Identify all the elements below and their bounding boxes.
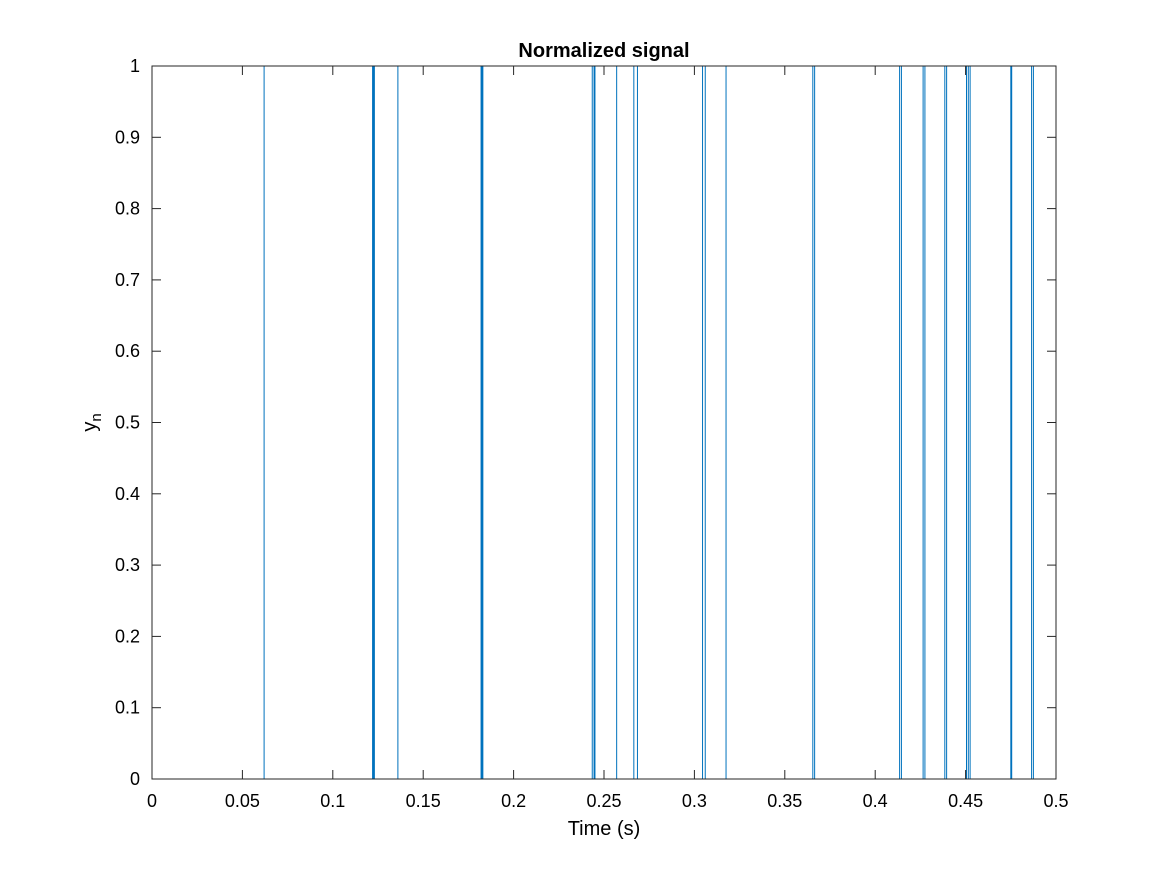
x-tick-label: 0.3 [682, 791, 707, 811]
chart-title: Normalized signal [518, 40, 689, 62]
y-tick-label: 0.3 [115, 555, 140, 575]
y-tick-label: 0.1 [115, 698, 140, 718]
y-tick-label: 0.8 [115, 199, 140, 219]
y-tick-label: 0.9 [115, 127, 140, 147]
y-axis-label: yn [79, 413, 105, 431]
y-tick-label: 0.5 [115, 413, 140, 433]
plot-area [152, 66, 1056, 779]
y-tick-label: 0.2 [115, 626, 140, 646]
y-axis-label-main: y [79, 422, 101, 432]
x-tick-label: 0.25 [586, 791, 621, 811]
x-tick-label: 0.15 [406, 791, 441, 811]
x-tick-label: 0.1 [320, 791, 345, 811]
axes-box [151, 65, 1057, 780]
y-tick-label: 0 [130, 769, 140, 789]
x-tick-label: 0.5 [1043, 791, 1068, 811]
x-tick-label: 0 [147, 791, 157, 811]
y-tick-label: 0.6 [115, 341, 140, 361]
x-axis-label: Time (s) [568, 818, 641, 840]
y-tick-label: 0.7 [115, 270, 140, 290]
x-tick-label: 0.05 [225, 791, 260, 811]
y-axis-label-subscript: n [88, 413, 105, 421]
ticks-layer: 0 0.05 0.1 0.15 0.2 0.25 0.3 0.35 0.4 0.45 0.5 0 0.1… [115, 56, 1069, 811]
x-tick-label: 0.2 [501, 791, 526, 811]
x-tick-label: 0.35 [767, 791, 802, 811]
x-tick-label: 0.4 [863, 791, 888, 811]
x-tick-label: 0.45 [948, 791, 983, 811]
y-tick-label: 0.4 [115, 484, 140, 504]
y-tick-label: 1 [130, 56, 140, 76]
